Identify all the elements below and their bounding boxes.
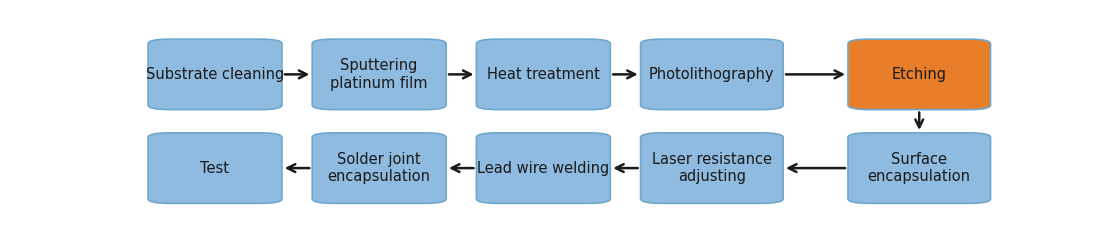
Text: Surface
encapsulation: Surface encapsulation <box>867 152 971 184</box>
FancyBboxPatch shape <box>847 133 990 203</box>
Text: Solder joint
encapsulation: Solder joint encapsulation <box>328 152 430 184</box>
FancyBboxPatch shape <box>148 39 282 110</box>
Text: Substrate cleaning: Substrate cleaning <box>146 67 284 82</box>
FancyBboxPatch shape <box>476 133 610 203</box>
FancyBboxPatch shape <box>640 39 783 110</box>
Text: Lead wire welding: Lead wire welding <box>477 161 610 176</box>
Text: Etching: Etching <box>892 67 947 82</box>
Text: Photolithography: Photolithography <box>649 67 775 82</box>
FancyBboxPatch shape <box>312 133 446 203</box>
Text: Test: Test <box>201 161 230 176</box>
FancyBboxPatch shape <box>847 39 990 110</box>
FancyBboxPatch shape <box>476 39 610 110</box>
FancyBboxPatch shape <box>148 133 282 203</box>
Text: Heat treatment: Heat treatment <box>487 67 600 82</box>
FancyBboxPatch shape <box>312 39 446 110</box>
Text: Sputtering
platinum film: Sputtering platinum film <box>330 58 428 91</box>
FancyBboxPatch shape <box>640 133 783 203</box>
Text: Laser resistance
adjusting: Laser resistance adjusting <box>652 152 772 184</box>
